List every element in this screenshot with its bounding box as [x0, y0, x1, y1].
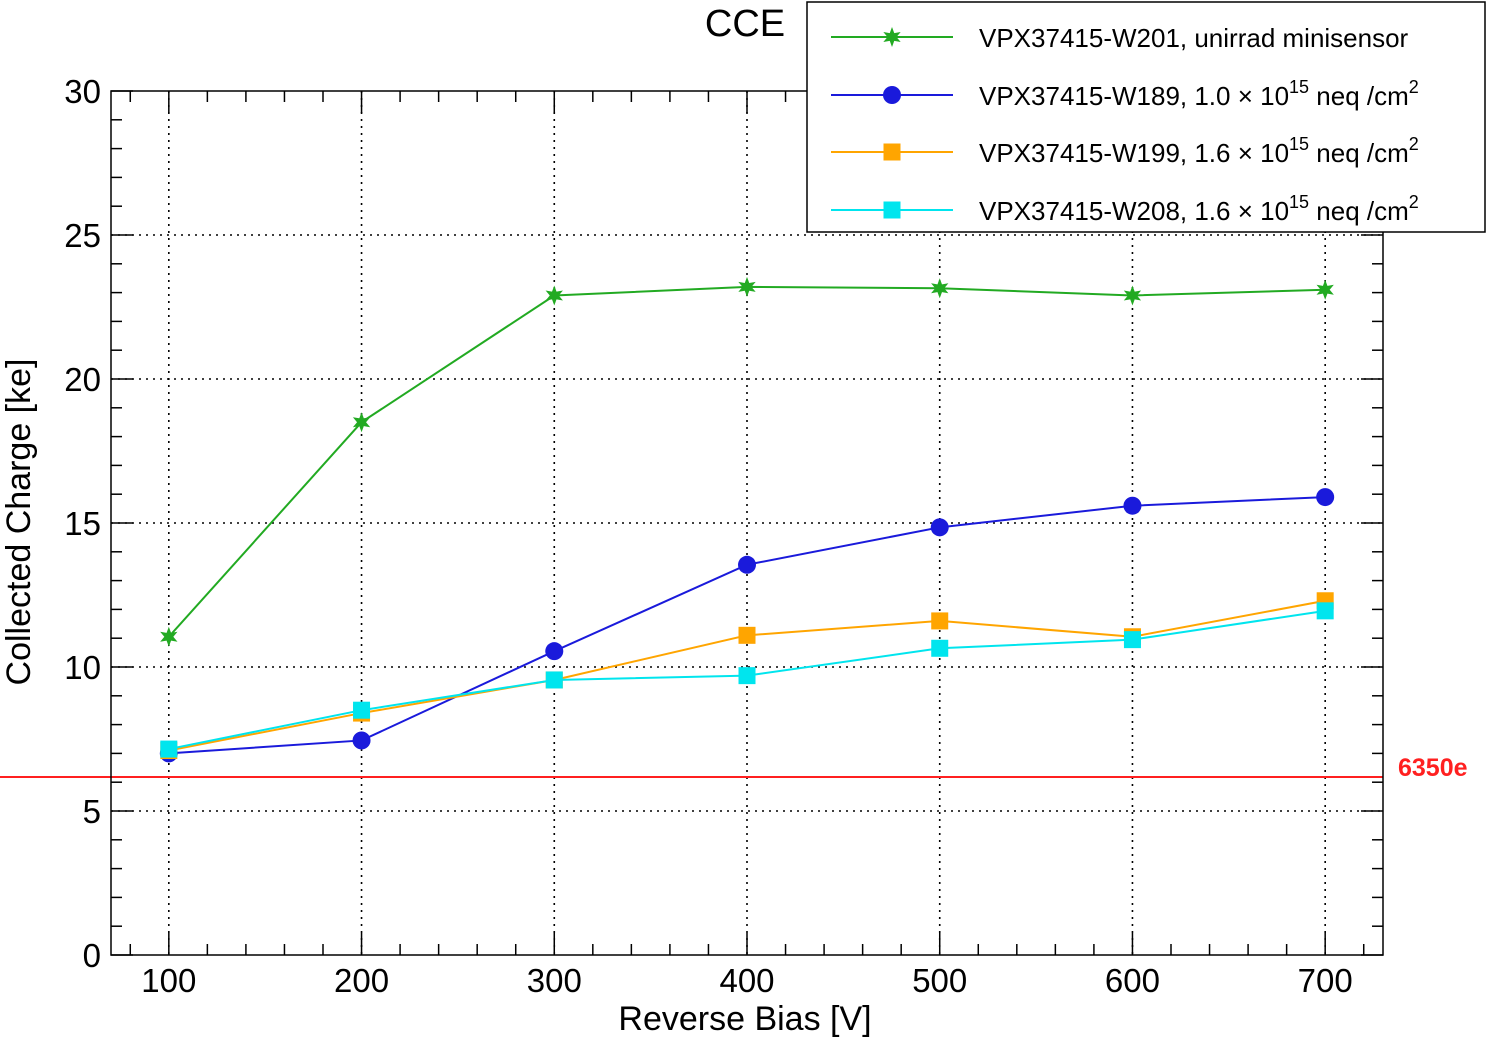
data-point	[738, 626, 756, 644]
data-point	[1123, 631, 1141, 649]
data-point	[1123, 496, 1142, 515]
chart-title: CCE	[705, 3, 785, 45]
data-point	[738, 555, 756, 574]
x-tick-label: 300	[527, 962, 582, 999]
series-2	[159, 488, 1335, 763]
series-1	[160, 276, 1334, 647]
x-tick-label: 200	[334, 962, 389, 999]
x-axis-label: Reverse Bias [V]	[618, 1000, 871, 1037]
data-point	[545, 285, 563, 306]
data-point	[930, 518, 949, 537]
legend-entry-4: VPX37415-W208, 1.6 × 1015 neq /cm2	[831, 192, 1419, 226]
axis-ticks	[111, 90, 1383, 956]
series-layer	[159, 276, 1335, 763]
series-4	[160, 602, 1334, 758]
y-tick-label: 10	[64, 649, 101, 686]
data-point	[352, 412, 371, 433]
legend-entry-1: VPX37415-W201, unirrad minisensor	[831, 23, 1409, 53]
legend-label: VPX37415-W208, 1.6 × 1015 neq /cm2	[979, 192, 1419, 226]
y-axis-label: Collected Charge [ke]	[0, 359, 38, 686]
data-point	[353, 701, 371, 719]
y-tick-label: 20	[64, 361, 101, 398]
legend-label: VPX37415-W189, 1.0 × 1015 neq /cm2	[979, 77, 1419, 111]
data-point	[738, 276, 756, 297]
data-point	[931, 278, 949, 299]
y-tick-label: 0	[83, 937, 101, 974]
data-point	[931, 612, 949, 630]
legend-marker	[883, 201, 901, 219]
y-tick-label: 5	[83, 793, 101, 830]
data-point	[931, 639, 949, 657]
y-tick-label: 25	[64, 217, 101, 254]
x-tick-label: 400	[719, 962, 774, 999]
x-tick-label: 700	[1298, 962, 1353, 999]
legend-marker	[883, 143, 901, 161]
x-tick-label: 500	[912, 962, 967, 999]
legend-entry-2: VPX37415-W189, 1.0 × 1015 neq /cm2	[831, 77, 1419, 111]
grid	[111, 91, 1383, 955]
series-line	[168, 285, 1326, 638]
data-point	[1316, 602, 1334, 620]
x-tick-label: 100	[141, 962, 196, 999]
data-point	[1316, 279, 1334, 300]
data-point	[352, 731, 371, 750]
data-point	[160, 626, 178, 647]
legend-marker	[883, 86, 901, 104]
data-point	[160, 740, 178, 758]
legend-entry-3: VPX37415-W199, 1.6 × 1015 neq /cm2	[831, 134, 1419, 168]
data-point	[545, 642, 564, 661]
legend-box	[806, 1, 1486, 233]
x-tick-label: 600	[1105, 962, 1160, 999]
threshold-label: 6350e	[1398, 754, 1468, 782]
legend-marker	[883, 27, 901, 47]
y-tick-label: 15	[64, 505, 101, 542]
y-tick-label: 30	[64, 73, 101, 110]
data-point	[1316, 488, 1335, 507]
data-point	[1123, 285, 1142, 306]
legend: VPX37415-W201, unirrad minisensor VPX3741…	[806, 1, 1486, 233]
legend-label: VPX37415-W201, unirrad minisensor	[979, 23, 1409, 53]
tick-labels: 100 200 300 400 500 600 700 0 5 10 15 20 25 30	[64, 73, 1352, 999]
legend-label: VPX37415-W199, 1.6 × 1015 neq /cm2	[979, 134, 1419, 168]
data-point	[738, 667, 756, 685]
data-point	[545, 671, 563, 689]
